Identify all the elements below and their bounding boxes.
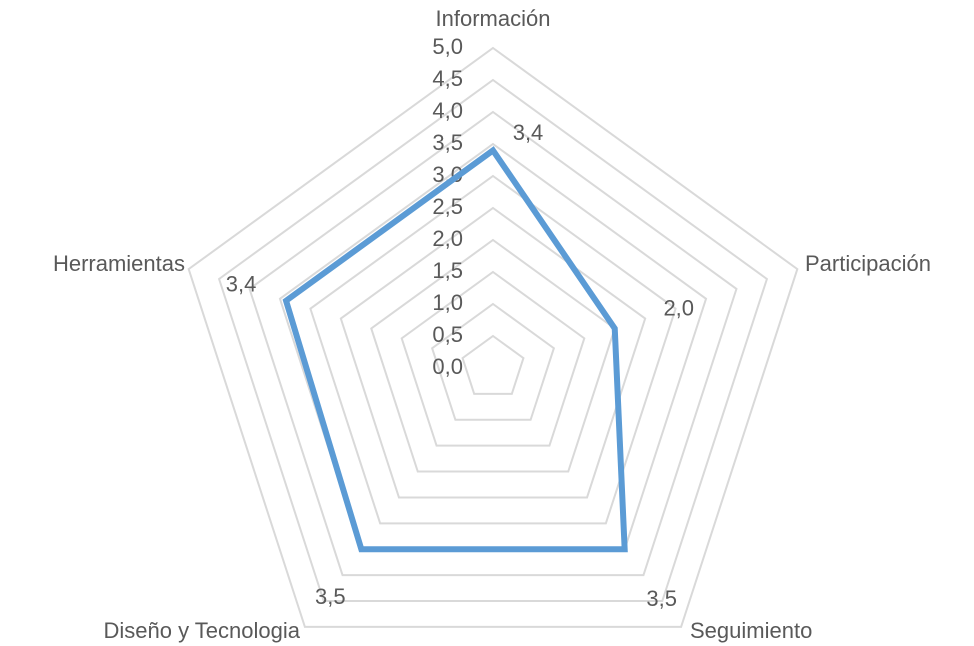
y-tick-label: 0,5	[432, 322, 463, 347]
data-label: 3,5	[315, 584, 346, 609]
data-label: 2,0	[663, 295, 694, 320]
category-label: Información	[436, 6, 551, 31]
y-tick-label: 5,0	[432, 34, 463, 59]
grid-ring	[217, 78, 769, 602]
data-label: 3,4	[226, 272, 257, 297]
data-label: 3,5	[646, 586, 677, 611]
y-tick-label: 2,5	[432, 194, 463, 219]
category-label: Participación	[805, 251, 931, 276]
category-label: Seguimiento	[690, 618, 812, 643]
grid-ring	[309, 174, 677, 525]
data-label: 3,4	[513, 120, 544, 145]
grid-ring	[430, 302, 556, 421]
grid-ring	[187, 46, 799, 628]
y-tick-label: 3,5	[432, 130, 463, 155]
y-tick-label: 4,5	[432, 66, 463, 91]
category-label: Diseño y Tecnologia	[104, 618, 301, 643]
y-tick-label: 0,0	[432, 354, 463, 379]
grid-ring	[461, 334, 525, 395]
grid-ring	[248, 110, 738, 577]
y-tick-label: 1,0	[432, 290, 463, 315]
y-tick-label: 1,5	[432, 258, 463, 283]
grid-ring	[370, 238, 616, 473]
y-tick-label: 2,0	[432, 226, 463, 251]
grid-ring	[400, 270, 586, 447]
radar-line	[282, 146, 628, 553]
y-tick-label: 4,0	[432, 98, 463, 123]
grid-ring	[339, 206, 647, 499]
category-label: Herramientas	[53, 251, 185, 276]
